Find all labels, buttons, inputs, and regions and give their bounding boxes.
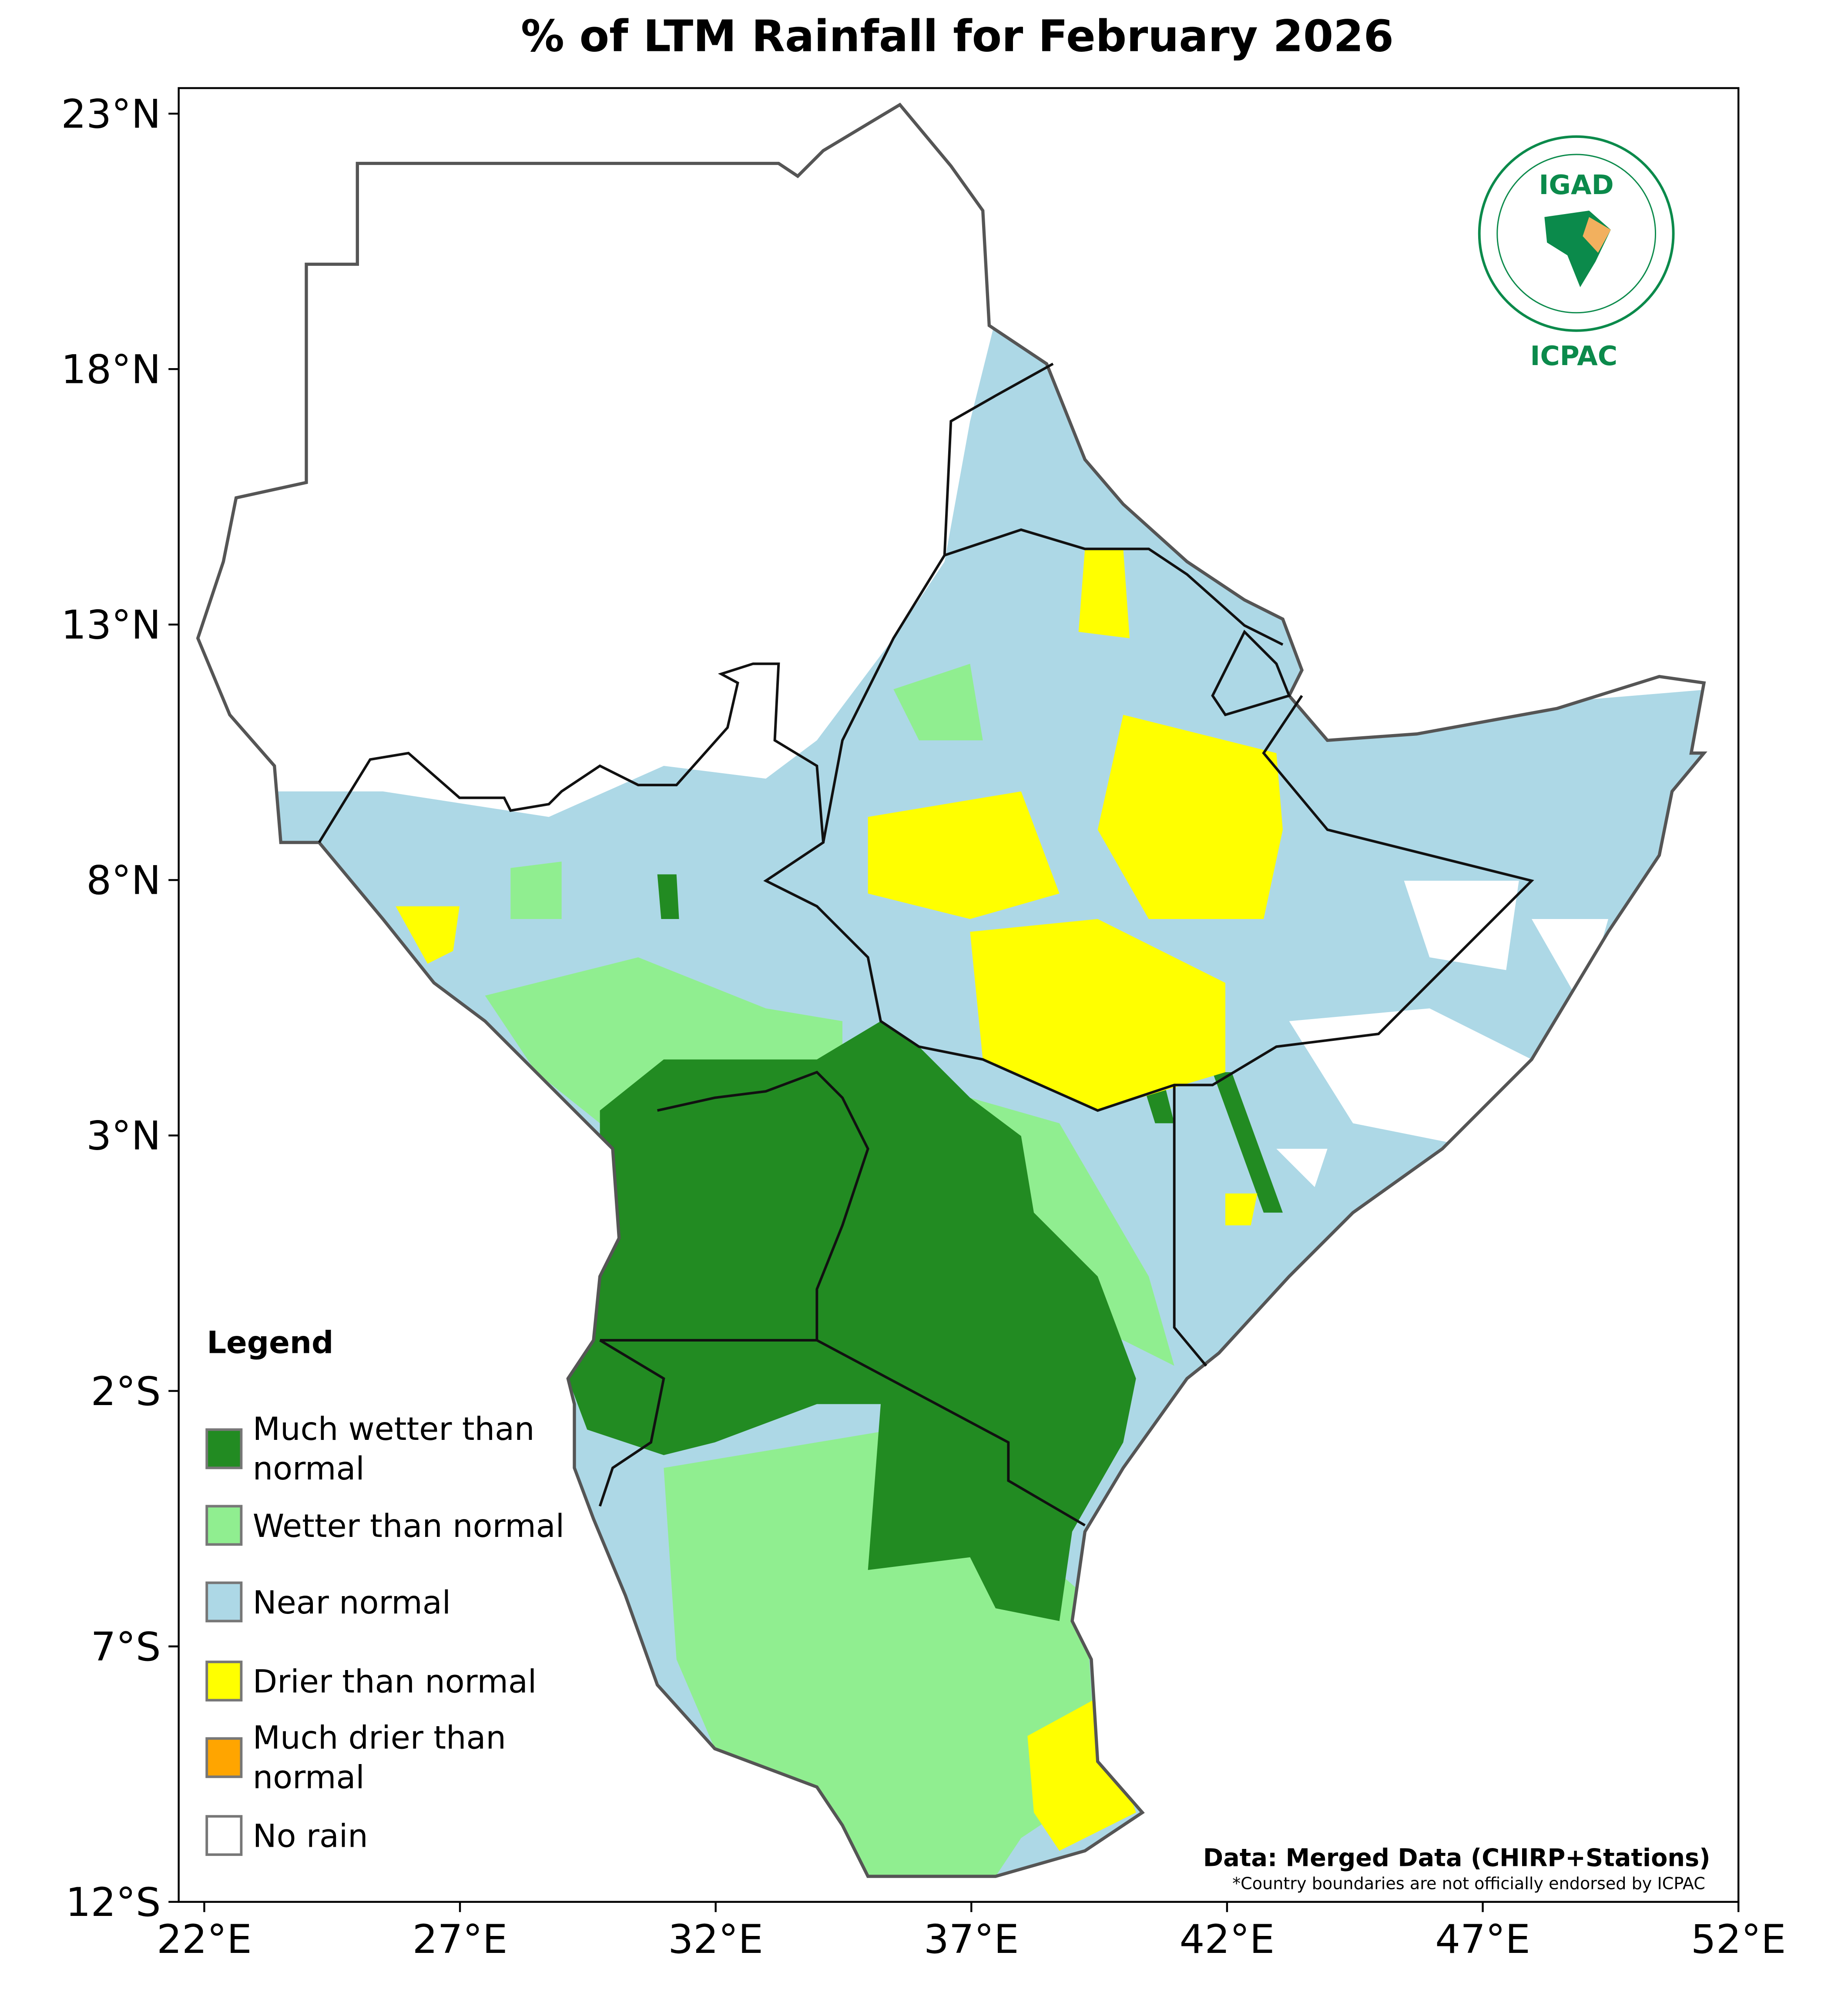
x-tick-label: 32°E: [668, 1917, 763, 1962]
x-tick-label: 27°E: [413, 1917, 508, 1962]
legend-swatch: [205, 1737, 243, 1778]
legend-label-wrap: Much drier than normal: [253, 1707, 610, 1809]
x-tick-label: 37°E: [924, 1917, 1019, 1962]
country-borders: [318, 362, 1534, 1526]
footnote: *Country boundaries are not officially e…: [1232, 1874, 1705, 1893]
y-tick-label: 8°N: [86, 858, 161, 904]
y-tick-label: 18°N: [61, 347, 161, 393]
plot-frame: [178, 87, 1740, 1903]
legend-title: Legend: [207, 1325, 333, 1360]
data-source: Data: Merged Data (CHIRP+Stations): [1203, 1844, 1711, 1872]
legend-swatch: [205, 1581, 243, 1623]
logo-bottom: ICPAC: [1530, 340, 1617, 372]
y-tick-label: 12°S: [66, 1880, 161, 1925]
legend-label-wrap: No rain: [253, 1785, 610, 1887]
legend-label-box: Near normal: [253, 1551, 610, 1653]
logo-ring-inner: [1496, 154, 1656, 314]
legend-label-wrap: Much wetter than normal: [253, 1398, 610, 1500]
legend-label-box: Much drier than normal: [253, 1707, 610, 1809]
y-tick-label: 7°S: [91, 1624, 161, 1670]
x-tick-label: 47°E: [1435, 1917, 1530, 1962]
legend-label: Drier than normal: [252, 1662, 537, 1700]
chart-title: % of LTM Rainfall for February 2026: [521, 10, 1394, 61]
legend-label: No rain: [252, 1817, 368, 1854]
legend-label-box: Much wetter than normal: [253, 1398, 610, 1500]
legend-swatch: [205, 1428, 243, 1469]
legend-label: Much wetter than normal: [252, 1410, 535, 1487]
legend-swatch: [205, 1660, 243, 1702]
y-tick-label: 3°N: [86, 1114, 161, 1159]
legend-label: Much drier than normal: [252, 1719, 506, 1796]
legend-label-box: Wetter than normal: [253, 1474, 610, 1577]
legend-label: Wetter than normal: [252, 1506, 565, 1544]
logo-map-highlight: [1583, 217, 1611, 253]
x-tick-label: 52°E: [1691, 1917, 1786, 1962]
logo: IGAD ICPAC: [1478, 135, 1675, 372]
legend-label: Near normal: [252, 1583, 451, 1620]
legend-label-wrap: Drier than normal: [253, 1630, 610, 1732]
legend-swatch: [205, 1505, 243, 1546]
no-rain-patch: [1276, 881, 1608, 1187]
legend-label-wrap: Wetter than normal: [253, 1474, 610, 1577]
x-tick-label: 42°E: [1180, 1917, 1275, 1962]
logo-top: IGAD: [1539, 169, 1614, 201]
legend-label-box: No rain: [253, 1785, 610, 1887]
legend-label-box: Drier than normal: [253, 1630, 610, 1732]
much-wetter-area: [568, 874, 1283, 1621]
y-tick-label: 2°S: [91, 1369, 161, 1415]
legend-label-wrap: Near normal: [253, 1551, 610, 1653]
y-tick-label: 13°N: [61, 603, 161, 648]
y-tick-label: 23°N: [61, 91, 161, 137]
legend-swatch: [205, 1815, 243, 1856]
x-tick-label: 22°E: [157, 1917, 252, 1962]
